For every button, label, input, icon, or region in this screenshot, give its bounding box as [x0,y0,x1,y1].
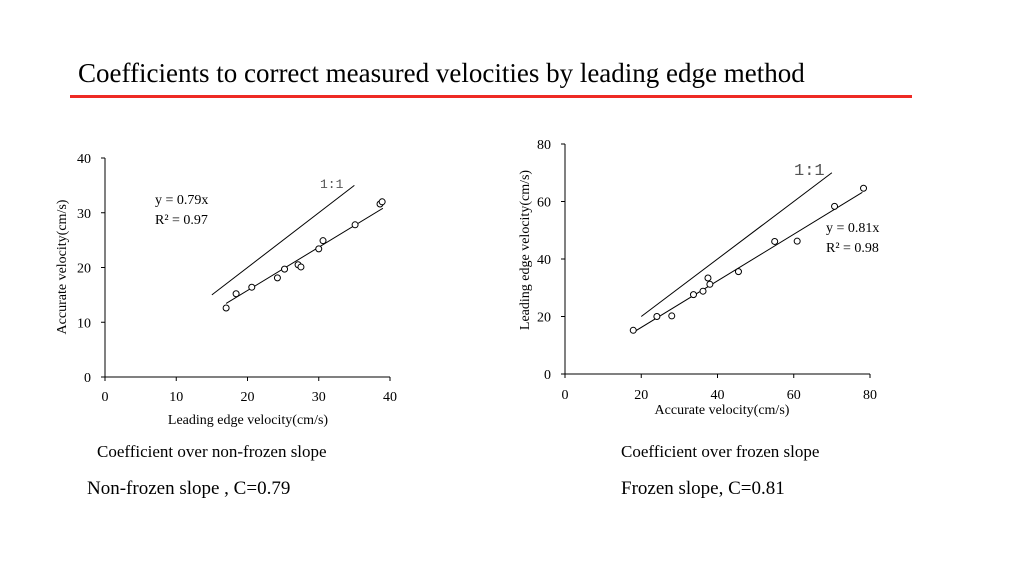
left-r-squared-label: R² = 0.97 [155,213,208,228]
left-y-tick-label: 40 [77,152,91,167]
right-data-point [860,184,868,192]
left-chart-caption: Coefficient over non-frozen slope [97,442,327,461]
left-y-tick-label: 30 [77,207,91,222]
title-underline [70,95,912,98]
right-x-axis-label: Accurate velocity(cm/s) [655,403,790,418]
right-x-tick-label: 20 [634,388,648,403]
left-data-point [248,283,256,291]
right-data-point [704,274,712,282]
left-one-to-one-label: 1:1 [320,177,344,192]
right-data-point [831,202,839,210]
left-x-tick-label: 40 [383,390,397,405]
left-y-tick-label: 20 [77,262,91,277]
right-y-tick-label: 60 [537,196,551,211]
left-summary: Non-frozen slope , C=0.79 [87,478,291,499]
left-x-tick-label: 20 [241,390,255,405]
right-y-tick-label: 0 [544,368,551,383]
left-data-point [273,274,281,282]
right-reference-line [640,172,833,317]
left-y-tick-label: 0 [84,371,91,386]
left-data-point [319,237,327,245]
left-x-tick-label: 30 [312,390,326,405]
right-y-tick-label: 40 [537,253,551,268]
right-equation-label: y = 0.81x [826,221,879,236]
left-y-axis-label: Accurate velocity(cm/s) [55,199,70,334]
left-data-point [222,304,230,312]
right-data-point [689,291,697,299]
right-data-point [653,313,661,320]
right-chart-caption: Coefficient over frozen slope [621,442,820,461]
left-data-point [281,265,289,273]
right-data-point [734,268,742,276]
left-y-tick-label: 10 [77,316,91,331]
left-x-tick-label: 10 [169,390,183,405]
right-x-tick-label: 60 [787,388,801,403]
right-trendline [633,191,863,333]
left-reference-line [211,184,355,296]
right-one-to-one-label: 1:1 [794,162,825,181]
left-data-point [351,221,359,229]
left-data-point [297,263,305,271]
right-summary: Frozen slope, C=0.81 [621,478,785,499]
right-data-point [706,280,714,288]
left-x-tick-label: 0 [102,390,109,405]
right-x-tick-label: 0 [562,388,569,403]
right-data-point [793,237,801,245]
left-x-axis-label: Leading edge velocity(cm/s) [168,413,328,428]
right-data-point [699,287,707,295]
left-equation-label: y = 0.79x [155,193,208,208]
right-data-point [771,237,779,245]
right-x-tick-label: 80 [863,388,877,403]
right-data-point [629,326,637,334]
right-y-tick-label: 80 [537,138,551,153]
right-r-squared-label: R² = 0.98 [826,241,879,256]
right-y-tick-label: 20 [537,311,551,326]
right-y-axis-label: Leading edge velocity(cm/s) [518,170,533,330]
right-x-tick-label: 40 [711,388,725,403]
left-data-point [315,245,323,253]
right-data-point [668,312,676,320]
left-data-point [232,290,240,298]
left-data-point [378,198,386,206]
page-title: Coefficients to correct measured velocit… [78,58,805,88]
